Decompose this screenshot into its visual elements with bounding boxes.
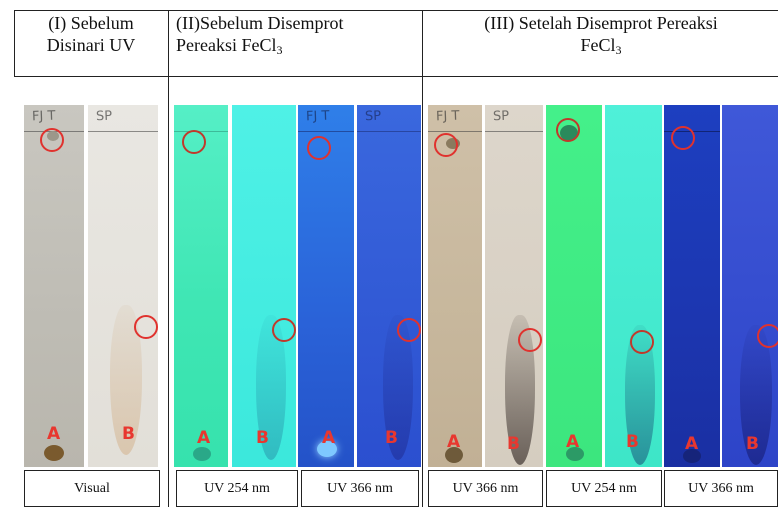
sample-label-b: B: [385, 428, 398, 448]
origin-spot: [44, 445, 64, 461]
strip-code: FJ T: [305, 108, 330, 125]
tlc-strip-uv254-b-sprayed: [605, 105, 662, 467]
table-left-border: [14, 10, 15, 76]
highlight-ring: [40, 128, 64, 152]
sample-label-a: A: [685, 434, 699, 454]
footer-uv366-iii-a: UV 366 nm: [428, 470, 543, 507]
highlight-ring: [556, 118, 580, 142]
highlight-ring: [518, 328, 542, 352]
highlight-ring: [397, 318, 421, 342]
sample-label-b: B: [746, 434, 759, 454]
solvent-front-line: [485, 131, 543, 132]
tlc-strip-uv254-a: [174, 105, 228, 467]
header-col3-line1: (III) Setelah Disemprot Pereaksi: [484, 13, 718, 33]
header-col1-line2: Disinari UV: [46, 35, 136, 55]
header-col1-line1: (I) Sebelum: [48, 13, 134, 33]
tlc-strip-uv366-a: FJ T: [298, 105, 354, 467]
header-col3-subscript: 3: [615, 43, 622, 57]
tlc-strip-uv366-a-sprayed: [664, 105, 720, 467]
tlc-strip-visual-b: SP: [88, 105, 158, 467]
highlight-ring: [182, 130, 206, 154]
strip-code: FJ T: [31, 108, 56, 125]
highlight-ring: [272, 318, 296, 342]
origin-spot: [566, 447, 584, 461]
strip-code: SP: [95, 108, 113, 125]
sample-label-a: A: [197, 428, 211, 448]
strip-code: SP: [492, 108, 510, 125]
sample-label-a: A: [447, 432, 461, 452]
footer-visual: Visual: [24, 470, 160, 507]
solvent-front-line: [357, 131, 421, 132]
sample-label-b: B: [507, 434, 520, 454]
column-divider-1: [168, 10, 169, 507]
footer-uv254-ii: UV 254 nm: [176, 470, 298, 507]
solvent-front-line: [88, 131, 158, 132]
tlc-strip-uv254-b: [232, 105, 296, 467]
strip-code: SP: [364, 108, 382, 125]
column-divider-2: [422, 10, 423, 507]
header-col1: (I) Sebelum Disinari UV: [16, 12, 166, 56]
sample-label-a: A: [47, 424, 61, 444]
header-col3: (III) Setelah Disemprot Pereaksi FeCl3: [424, 12, 778, 61]
footer-uv366-ii: UV 366 nm: [301, 470, 419, 507]
header-col3-line2: FeCl3: [424, 34, 778, 61]
header-col2-line2: Pereaksi FeCl3: [176, 34, 420, 61]
sample-label-b: B: [122, 424, 135, 444]
table-top-border: [14, 10, 778, 11]
tlc-strip-uv366-b: SP: [357, 105, 421, 467]
solvent-front-line: [298, 131, 354, 132]
sample-label-a: A: [322, 428, 336, 448]
highlight-ring: [630, 330, 654, 354]
footer-uv366-iii-b: UV 366 nm: [664, 470, 778, 507]
tlc-strip-visual-a: FJ T: [24, 105, 84, 467]
tlc-strip-uv366-b-sprayed: [722, 105, 778, 467]
spot-trail: [740, 325, 772, 465]
tlc-strip-visual-a-sprayed: FJ T: [428, 105, 482, 467]
origin-spot: [317, 441, 337, 457]
header-bottom-border: [14, 76, 778, 77]
header-col2-line2-text: Pereaksi FeCl: [176, 35, 277, 55]
sample-label-b: B: [626, 432, 639, 452]
highlight-ring: [671, 126, 695, 150]
solvent-front-line: [428, 131, 482, 132]
origin-spot: [193, 447, 211, 461]
sample-label-a: A: [566, 432, 580, 452]
highlight-ring: [134, 315, 158, 339]
header-col2-subscript: 3: [276, 43, 283, 57]
origin-spot: [445, 447, 463, 463]
highlight-ring: [757, 324, 778, 348]
highlight-ring: [307, 136, 331, 160]
header-col3-line2-text: FeCl: [580, 35, 616, 55]
header-col2-line1: (II)Sebelum Disemprot: [176, 13, 344, 33]
header-col2: (II)Sebelum Disemprot Pereaksi FeCl3: [176, 12, 420, 61]
tlc-strip-uv254-a-sprayed: [546, 105, 602, 467]
origin-spot: [683, 449, 701, 463]
strip-code: FJ T: [435, 108, 460, 125]
sample-label-b: B: [256, 428, 269, 448]
footer-uv254-iii: UV 254 nm: [546, 470, 662, 507]
highlight-ring: [434, 133, 458, 157]
tlc-strip-visual-b-sprayed: SP: [485, 105, 543, 467]
